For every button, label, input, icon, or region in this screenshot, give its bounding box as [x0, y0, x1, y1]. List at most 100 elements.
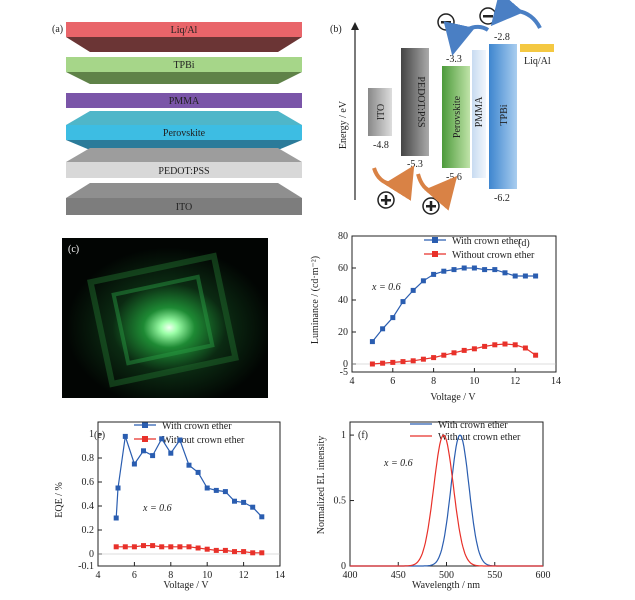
data-point [131, 461, 137, 467]
y-tick-label: 0.8 [82, 453, 95, 464]
y-tick-label: 1 [89, 429, 94, 440]
hole-arrow [372, 165, 415, 201]
data-point [213, 487, 219, 493]
layer-label: Perovskite [163, 128, 206, 139]
data-point [522, 345, 528, 351]
panel-b-label: (b) [330, 24, 342, 35]
layer-label: PEDOT:PSS [158, 166, 209, 177]
data-point [482, 267, 488, 273]
x-tick-label: 550 [487, 570, 502, 581]
data-point [204, 485, 210, 491]
data-point [482, 343, 488, 349]
data-point [141, 543, 146, 549]
data-point [232, 549, 237, 555]
data-point [195, 545, 201, 551]
data-point [441, 352, 447, 358]
panel-e-chart: (e) EQE / % Voltage / V x = 0.6 With cro… [54, 421, 285, 591]
plot-frame [97, 421, 281, 567]
y-tick-label: 0.2 [82, 525, 95, 536]
electron-icon [479, 7, 497, 25]
y-tick-label: 0 [341, 561, 346, 572]
svg-text:-2.8: -2.8 [494, 32, 510, 43]
data-point [461, 347, 467, 353]
x-tick-label: 10 [469, 376, 479, 387]
x-tick-label: 600 [536, 570, 551, 581]
bar-perovskite: Perovskite -3.3 -5.6 [442, 54, 470, 183]
data-point [122, 433, 128, 439]
x-tick-label: 14 [551, 376, 561, 387]
data-point [512, 342, 518, 348]
data-point [259, 514, 265, 520]
plot-frame [349, 421, 544, 567]
data-point [431, 271, 437, 277]
y-tick-label: 0 [343, 359, 348, 370]
data-point [502, 341, 508, 347]
series-line-with [371, 267, 536, 342]
panel-d-ylabel: Luminance / (cd·m⁻²) [310, 256, 321, 344]
series-line-without [350, 434, 543, 567]
data-point [451, 350, 457, 356]
panel-e-ylabel: EQE / % [54, 482, 65, 518]
panel-d-label: (d) [518, 238, 530, 249]
y-tick-label: 80 [338, 231, 348, 242]
data-point [533, 273, 539, 279]
panel-c-photo: (c) [62, 238, 268, 398]
data-point [400, 299, 406, 305]
layer-tpbi: TPBi [66, 57, 302, 84]
data-point [159, 436, 165, 442]
data-point [410, 358, 416, 364]
panel-f-chart: (f) Normalized EL intensity Wavelength /… [316, 420, 551, 591]
panel-a: (a) Liq/Al TPBi PMMA Perovskite PEDOT:PS… [52, 22, 302, 215]
x-tick-label: 14 [275, 570, 285, 581]
y-tick-label: 0.5 [334, 496, 347, 507]
x-tick-label: 6 [390, 376, 395, 387]
svg-text:-4.8: -4.8 [373, 140, 389, 151]
legend-entry: Without crown ether [162, 435, 245, 446]
data-point [471, 346, 477, 352]
data-point [420, 278, 426, 284]
panel-f-xlabel: Wavelength / nm [412, 580, 480, 591]
data-point [502, 270, 508, 276]
data-point [390, 359, 396, 365]
panel-c-label: (c) [68, 244, 79, 255]
y-tick-label: 60 [338, 263, 348, 274]
data-point [232, 498, 237, 504]
legend-entry: With crown ether [162, 421, 232, 432]
layer-label: TPBi [173, 60, 194, 71]
panel-f-label: (f) [358, 430, 368, 441]
data-point [380, 360, 386, 366]
data-point [159, 544, 165, 550]
svg-text:ITO: ITO [376, 104, 387, 120]
legend-entry: Without crown ether [452, 250, 535, 261]
data-point [131, 544, 137, 550]
data-point [141, 448, 146, 454]
svg-text:PMMA: PMMA [474, 96, 485, 127]
series-line-with [350, 434, 543, 567]
panel-b: (b) Energy / eV ITO -4.8 PEDOT:PSS -5.3 … [330, 0, 554, 215]
panel-e-annotation: x = 0.6 [142, 503, 172, 514]
data-point [461, 265, 467, 271]
electron-arrow [490, 0, 542, 30]
legend: With crown ether Without crown ether [424, 236, 535, 261]
hole-arrow [416, 173, 458, 211]
data-point [390, 315, 396, 321]
data-point [259, 550, 265, 556]
bar-pedot: PEDOT:PSS -5.3 [401, 48, 429, 170]
y-tick-label: -5 [340, 367, 348, 378]
x-tick-label: 4 [350, 376, 355, 387]
data-point [115, 485, 121, 491]
data-point [420, 356, 426, 362]
data-point [369, 339, 375, 345]
y-tick-label: 40 [338, 295, 348, 306]
panel-e-label: (e) [94, 430, 105, 441]
legend-entry: With crown ether [452, 236, 522, 247]
x-tick-label: 500 [439, 570, 454, 581]
y-tick-label: 0.4 [82, 501, 95, 512]
data-point [213, 547, 219, 553]
y-tick-label: 1 [341, 430, 346, 441]
layer-pedot: PEDOT:PSS [66, 148, 302, 178]
data-point [168, 450, 174, 456]
data-point [113, 544, 119, 550]
energy-axis-label: Energy / eV [338, 100, 349, 149]
